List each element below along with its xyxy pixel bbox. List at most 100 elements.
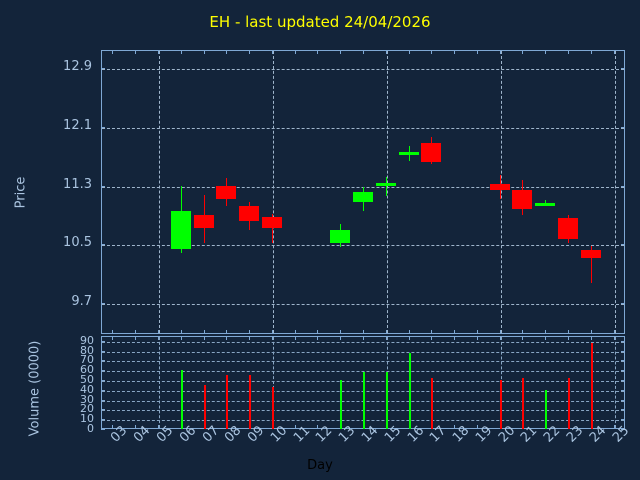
candle-body [375,182,396,186]
volume-day-tick [135,336,137,340]
price-day-tick [613,50,615,54]
candle-body [535,203,556,207]
price-day-tick [180,330,182,334]
x-axis-title: Day [307,458,333,473]
candle-body [216,185,237,199]
candle-body [512,190,533,210]
volume-bar [500,380,502,429]
price-axis-tick [621,127,625,129]
price-day-tick [408,50,410,54]
price-day-tick [408,330,410,334]
volume-gridline [102,351,624,353]
volume-day-tick [271,336,273,340]
price-day-tick [363,330,364,334]
price-gridline-vertical [272,51,274,333]
price-day-tick [454,330,456,334]
price-axis-tick [101,68,105,70]
volume-day-tick [340,336,342,340]
price-day-tick [317,50,319,54]
volume-bar [363,372,365,429]
price-day-tick [499,50,501,54]
price-day-tick [112,50,114,54]
volume-bar [568,378,570,429]
volume-day-tick [590,336,592,340]
volume-bar [249,375,251,429]
price-day-tick [363,50,364,54]
volume-day-tick [180,336,182,340]
volume-axis-tick [621,350,625,352]
page-title: EH - last updated 24/04/2026 [209,13,431,31]
volume-axis-tick [101,370,105,372]
price-day-tick [271,330,273,334]
candle-body [398,152,419,155]
volume-axis-tick [101,389,105,391]
volume-day-tick [454,336,456,340]
volume-axis-tick [101,380,105,382]
candle-body [558,218,579,239]
volume-tick-label: 60 [80,363,94,377]
price-day-tick [568,50,570,54]
volume-axis-tick [101,409,105,411]
volume-day-tick [317,336,319,340]
volume-axis-tick [101,429,105,430]
price-gridline [102,304,624,306]
volume-day-tick [545,336,547,340]
volume-day-tick [294,336,296,340]
volume-tick-label: 90 [80,333,94,347]
volume-tick-label: 20 [80,402,94,416]
price-axis-tick [101,303,105,305]
candle-body [489,184,510,191]
price-day-tick [317,330,319,334]
volume-day-tick [385,336,387,340]
volume-day-tick [157,425,159,429]
candle-wick [272,213,273,243]
price-day-tick [590,330,592,334]
price-day-tick [157,50,159,54]
candle-wick [591,245,592,283]
volume-day-tick [226,336,228,340]
price-day-tick [271,50,273,54]
price-axis-tick [621,68,625,70]
volume-bar [181,370,183,429]
volume-tick-label: 30 [80,392,94,406]
volume-day-tick [522,336,524,340]
volume-tick-label: 80 [80,343,94,357]
price-day-tick [226,330,228,334]
price-day-tick [522,330,524,334]
volume-tick-label: 0 [87,422,94,435]
price-day-tick [180,50,182,54]
candle-wick [386,176,387,197]
price-day-tick [568,330,570,334]
volume-bar [272,386,274,429]
volume-day-tick [499,336,501,340]
price-day-tick [431,330,433,334]
volume-bar [409,352,411,429]
price-axis-tick [621,244,625,246]
price-axis-tick [101,127,105,129]
price-day-tick [385,50,387,54]
volume-bar [226,375,228,429]
volume-axis-tick [621,370,625,372]
volume-gridline [102,361,624,363]
volume-gridline-vertical [158,337,160,428]
price-gridline-vertical [614,51,616,333]
price-tick-label: 9.7 [71,294,92,310]
price-day-tick [476,330,478,334]
volume-axis-tick [101,340,105,342]
price-day-tick [499,330,501,334]
volume-axis-tick [101,350,105,352]
price-axis-tick [101,185,105,187]
volume-day-tick [157,336,159,340]
price-day-tick [545,50,547,54]
price-day-tick [294,50,296,54]
price-day-tick [135,50,137,54]
price-day-tick [203,330,205,334]
volume-day-tick [454,425,456,429]
volume-axis-tick [101,419,105,421]
price-day-tick [545,330,547,334]
volume-day-tick [203,336,205,340]
volume-axis-tick [621,429,625,430]
volume-axis-tick [621,380,625,382]
volume-day-tick [476,425,478,429]
volume-day-tick [294,425,296,429]
